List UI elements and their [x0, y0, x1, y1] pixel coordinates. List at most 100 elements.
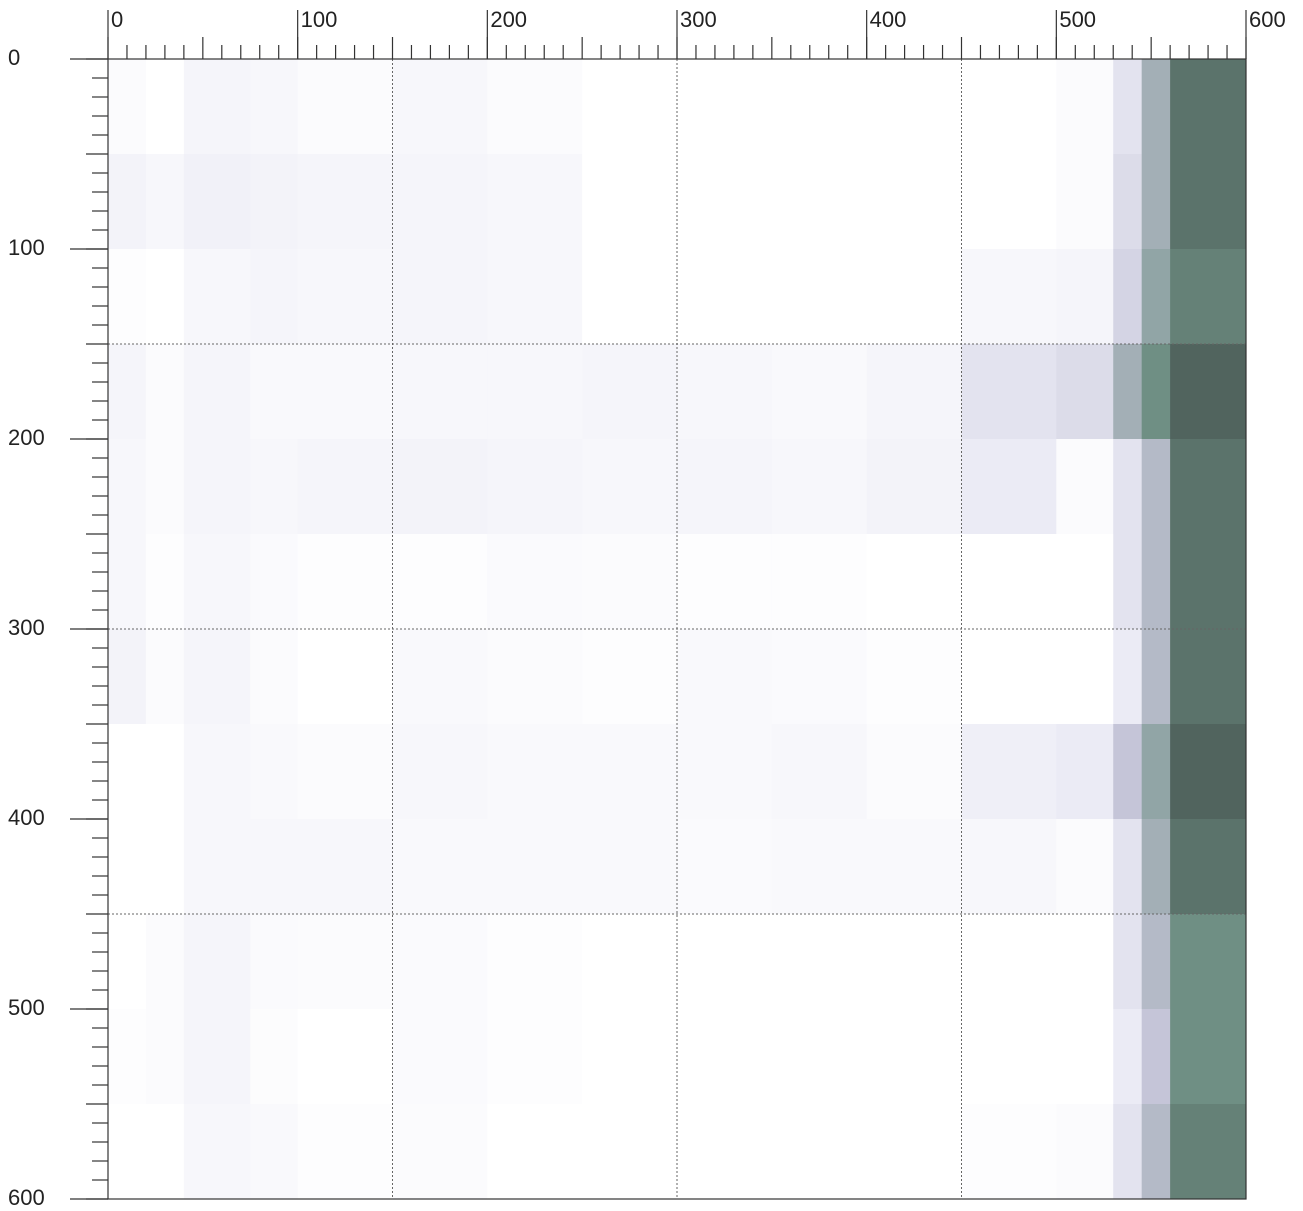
heatmap-cell — [487, 534, 583, 630]
heatmap-cell — [1170, 1009, 1247, 1105]
heatmap-cell — [582, 344, 678, 440]
heatmap-cell — [297, 59, 393, 155]
heatmap-cell — [487, 724, 583, 820]
heatmap-cell — [1170, 439, 1247, 535]
heatmap-cell — [1170, 534, 1247, 630]
heatmap-cell — [250, 724, 299, 820]
heatmap-cell — [961, 724, 1057, 820]
heatmap-cell — [582, 154, 678, 250]
y-tick-label: 0 — [8, 45, 20, 70]
heatmap-cell — [582, 819, 678, 915]
heatmap-cell — [1170, 724, 1247, 820]
heatmap-cell — [297, 914, 393, 1010]
heatmap-cell — [392, 819, 488, 915]
heatmap-cell — [1056, 914, 1114, 1010]
heatmap-cell — [866, 629, 962, 725]
x-tick-label: 100 — [301, 7, 338, 32]
heatmap-cell — [487, 59, 583, 155]
heatmap-cell — [250, 1009, 299, 1105]
heatmap-cell — [1113, 534, 1143, 630]
heatmap-cell — [771, 59, 868, 155]
heatmap-cell — [392, 59, 488, 155]
heatmap-cell — [1141, 629, 1171, 725]
heatmap-cell — [1113, 914, 1143, 1010]
heatmap-cell — [961, 439, 1057, 535]
heatmap-cell — [961, 249, 1057, 345]
heatmap-cell — [487, 1009, 583, 1105]
heatmap-cell — [961, 914, 1057, 1010]
heatmap-cell — [866, 439, 962, 535]
heatmap-cell — [297, 1009, 393, 1105]
heatmap-cell — [866, 1104, 962, 1200]
heatmap-cell — [1170, 59, 1247, 155]
heatmap-cell — [771, 439, 868, 535]
heatmap-cell — [108, 534, 147, 630]
heatmap-cell — [677, 724, 773, 820]
heatmap-cell — [183, 439, 251, 535]
heatmap-cell — [1056, 1104, 1114, 1200]
x-tick-label: 600 — [1249, 7, 1286, 32]
heatmap-cell — [487, 439, 583, 535]
heatmap-cell — [1170, 344, 1247, 440]
heatmap-cell — [183, 249, 251, 345]
heatmap-cell — [392, 914, 488, 1010]
heatmap-cell — [183, 914, 251, 1010]
heatmap-cell — [392, 249, 488, 345]
heatmap-cell — [771, 249, 868, 345]
heatmap-cell — [582, 534, 678, 630]
heatmap-cell — [1056, 249, 1114, 345]
heatmap-cell — [297, 249, 393, 345]
heatmap-cell — [1141, 1104, 1171, 1200]
heatmap-cell — [183, 154, 251, 250]
heatmap-cell — [582, 724, 678, 820]
heatmap-cell — [145, 629, 185, 725]
heatmap-cells — [108, 59, 1247, 1200]
heatmap-cell — [145, 249, 185, 345]
heatmap-cell — [250, 59, 299, 155]
heatmap-cell — [677, 154, 773, 250]
heatmap-cell — [297, 1104, 393, 1200]
y-tick-label: 400 — [8, 805, 45, 830]
heatmap-cell — [866, 154, 962, 250]
heatmap-cell — [145, 154, 185, 250]
heatmap-cell — [108, 439, 147, 535]
heatmap-cell — [183, 1104, 251, 1200]
heatmap-cell — [108, 1104, 147, 1200]
heatmap-cell — [961, 1104, 1057, 1200]
heatmap-cell — [866, 1009, 962, 1105]
heatmap-cell — [771, 914, 868, 1010]
heatmap-cell — [866, 344, 962, 440]
x-tick-label: 200 — [490, 7, 527, 32]
heatmap-cell — [961, 344, 1057, 440]
heatmap-cell — [145, 724, 185, 820]
heatmap-cell — [392, 534, 488, 630]
heatmap-cell — [392, 724, 488, 820]
heatmap-cell — [1056, 629, 1114, 725]
heatmap-cell — [183, 819, 251, 915]
heatmap-cell — [392, 439, 488, 535]
heatmap-cell — [1170, 154, 1247, 250]
heatmap-cell — [250, 629, 299, 725]
heatmap-cell — [1141, 534, 1171, 630]
heatmap-cell — [1113, 439, 1143, 535]
heatmap-cell — [1056, 819, 1114, 915]
heatmap-cell — [771, 1009, 868, 1105]
heatmap-cell — [771, 344, 868, 440]
heatmap-cell — [250, 534, 299, 630]
heatmap-cell — [145, 819, 185, 915]
heatmap-cell — [1113, 629, 1143, 725]
heatmap-cell — [677, 249, 773, 345]
heatmap-cell — [1056, 534, 1114, 630]
heatmap-cell — [582, 439, 678, 535]
x-tick-label: 0 — [111, 7, 123, 32]
heatmap-cell — [145, 439, 185, 535]
heatmap-cell — [1170, 914, 1247, 1010]
heatmap-cell — [677, 629, 773, 725]
heatmap-cell — [297, 154, 393, 250]
heatmap-cell — [297, 819, 393, 915]
heatmap-cell — [108, 154, 147, 250]
heatmap-cell — [961, 154, 1057, 250]
heatmap-cell — [582, 1009, 678, 1105]
heatmap-cell — [1056, 344, 1114, 440]
